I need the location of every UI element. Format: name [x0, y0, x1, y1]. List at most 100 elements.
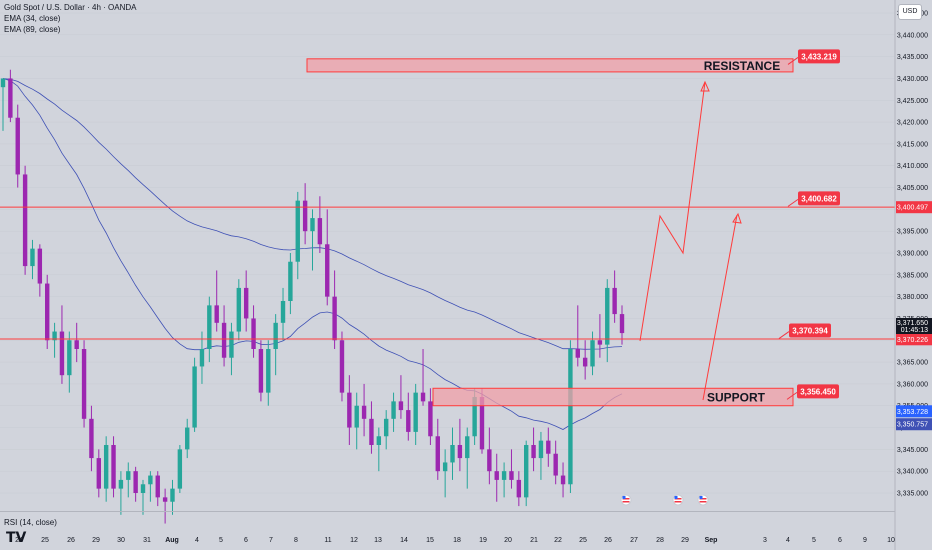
currency-button[interactable]: USD	[898, 4, 922, 20]
price-tick-label: 3,430.000	[897, 76, 928, 83]
flag-stripe	[674, 498, 682, 500]
time-tick-label: 11	[324, 537, 331, 544]
time-tick-label: 19	[479, 537, 487, 544]
callout-leader	[787, 198, 799, 207]
candle-body	[369, 418, 374, 445]
price-tick-label: 3,395.000	[897, 229, 928, 236]
symbol-title[interactable]: Gold Spot / U.S. Dollar · 4h · OANDA	[4, 3, 137, 12]
candle-body	[317, 218, 323, 245]
candle-body	[619, 314, 625, 334]
time-tick-label: 9	[863, 537, 867, 544]
support-zone[interactable]	[432, 387, 794, 407]
candle-body	[332, 296, 337, 341]
flag-stripe	[699, 498, 707, 500]
candle-body	[524, 445, 529, 498]
time-axis-bg	[0, 530, 895, 550]
candle-body	[273, 322, 278, 349]
candle-body	[546, 440, 551, 454]
price-tick-label: 3,415.000	[897, 141, 928, 148]
price-tag-ema89-bg[interactable]	[896, 418, 932, 431]
ema-34-legend[interactable]: EMA (34, close)	[4, 14, 61, 23]
callout-box[interactable]	[797, 384, 839, 399]
candle-body	[170, 488, 175, 502]
candle-body	[81, 349, 87, 419]
price-tag-3400-bg[interactable]	[896, 201, 932, 214]
price-tag-ema34-bg[interactable]	[896, 405, 932, 418]
candle-body	[258, 349, 264, 393]
candle-body	[413, 392, 418, 432]
candle-body	[103, 445, 109, 489]
time-tick-label: 5	[812, 537, 816, 544]
candle-body	[501, 471, 507, 480]
current-price-bg[interactable]	[896, 318, 932, 334]
time-tick-label: 15	[426, 537, 434, 544]
candle-body	[516, 479, 522, 498]
candle-body	[30, 248, 35, 267]
callout-box[interactable]	[789, 323, 831, 338]
candle-body	[575, 349, 580, 358]
resistance-label: RESISTANCE	[704, 59, 780, 73]
price-axis[interactable]: 3,335.0003,340.0003,345.0003,350.0003,35…	[896, 11, 932, 498]
price-tag-3370: 3,370.226	[897, 337, 928, 344]
flag-stripe	[622, 498, 630, 500]
time-tick-label: 25	[579, 537, 587, 544]
candle-body	[597, 340, 603, 345]
candle-body	[295, 200, 300, 262]
time-tick-label: 14	[400, 537, 408, 544]
rsi-legend[interactable]: RSI (14, close)	[4, 518, 57, 527]
candles	[0, 69, 625, 524]
candle-body	[236, 287, 242, 332]
projection-path-upper[interactable]	[639, 81, 706, 342]
candle-body	[140, 484, 146, 493]
rsi-divider	[0, 511, 932, 512]
time-tick-label: 26	[604, 537, 612, 544]
candle-body	[15, 117, 20, 175]
resistance-zone[interactable]	[306, 58, 794, 73]
time-tick-label: 31	[143, 537, 151, 544]
candle-body	[251, 318, 256, 349]
callout-label: 3,433.219	[801, 52, 837, 61]
annotations[interactable]: RESISTANCE SUPPORT 3,433.219 3,400.682 3,370…	[0, 49, 895, 407]
tradingview-logo[interactable]: TV	[6, 530, 27, 546]
flag-stripe	[674, 501, 682, 503]
candle-body	[479, 397, 485, 450]
callout-leader	[786, 391, 798, 400]
candle-body	[162, 497, 168, 502]
callout-box[interactable]	[798, 49, 840, 64]
candle-body	[185, 427, 190, 450]
candle-body	[354, 405, 359, 428]
candle-body	[266, 349, 271, 393]
time-tick-label: 7	[269, 537, 273, 544]
candle-body	[494, 471, 499, 480]
time-tick-label: 12	[350, 537, 358, 544]
candle-body	[22, 174, 28, 267]
time-tick-label: 6	[838, 537, 842, 544]
price-tick-label: 3,405.000	[897, 185, 928, 192]
time-tick-label: 5	[219, 537, 223, 544]
candle-body	[45, 283, 50, 341]
candle-body	[428, 401, 433, 437]
candle-body	[177, 449, 183, 489]
callout-box[interactable]	[798, 191, 840, 206]
candle-body	[383, 418, 389, 437]
time-tick-label: 30	[117, 537, 125, 544]
candle-body	[214, 305, 219, 323]
candle-body	[450, 445, 455, 463]
candle-body	[538, 440, 544, 459]
callout-label: 3,370.394	[792, 327, 828, 336]
candle-body	[612, 287, 617, 315]
economic-events[interactable]	[620, 494, 709, 506]
candle-body	[487, 449, 492, 472]
price-tag-3370-bg[interactable]	[896, 333, 932, 346]
projection-arrow-upper	[700, 80, 710, 92]
price-tag-ema34: 3,353.728	[897, 409, 928, 416]
candle-body	[339, 340, 345, 393]
price-tick-label: 3,365.000	[897, 360, 928, 367]
price-tick-label: 3,420.000	[897, 120, 928, 127]
projection-path-lower[interactable]	[702, 214, 738, 401]
candle-body	[376, 436, 382, 445]
ema-89-legend[interactable]: EMA (89, close)	[4, 25, 61, 34]
time-axis[interactable]: 24 25 26 29 30 31 Aug 4 5 6 7 8 11 12 13 14 15 18 19 20 21 22…	[15, 537, 895, 544]
candle-body	[89, 418, 94, 459]
